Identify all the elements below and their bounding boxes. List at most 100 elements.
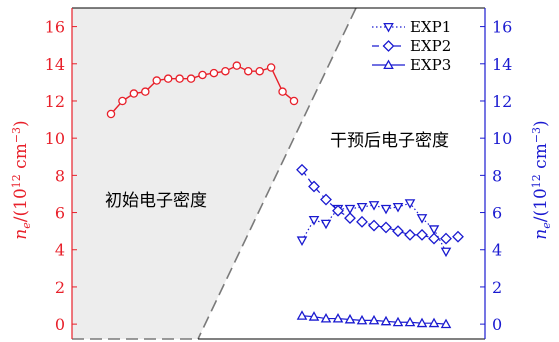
exp3-point	[368, 314, 380, 325]
exp1-point	[428, 225, 440, 235]
exp2-point	[296, 163, 308, 176]
initial-region-shading	[72, 8, 356, 339]
exp2-point	[380, 221, 392, 234]
left-axis-ticks: 0 2 4 6 8 10 12 14 16	[45, 18, 77, 334]
right-tick-label: 16	[492, 18, 512, 37]
exp3-point	[320, 313, 332, 323]
right-tick-label: 8	[492, 166, 502, 185]
exp2-line	[301, 169, 459, 240]
exp1-point	[416, 214, 428, 224]
exp1-point	[404, 199, 416, 209]
exp2-point	[332, 204, 344, 217]
initial-density-point	[266, 63, 276, 72]
right-tick-label: 14	[492, 55, 512, 74]
exp2-point	[416, 228, 428, 241]
initial-density-point	[221, 66, 230, 76]
initial-density-point	[129, 89, 139, 98]
left-axis-title-exp2: −3	[10, 127, 23, 143]
initial-density-point	[163, 74, 173, 83]
region-divider-line	[197, 7, 357, 340]
initial-density-point	[232, 61, 242, 70]
exp3-point	[428, 317, 440, 328]
left-tick-label: 6	[55, 204, 65, 223]
right-axis-title-unit: /(10	[531, 188, 551, 222]
left-axis-title: ne/(1012 cm−3)	[10, 120, 33, 239]
left-axis-title-symbol: n	[11, 229, 31, 240]
left-axis-title-unit: /(10	[11, 188, 31, 222]
right-axis-title-sub: e	[540, 222, 553, 229]
right-tick-label: 4	[492, 241, 502, 260]
left-tick-label: 0	[55, 315, 65, 334]
left-axis-title-exp: 12	[10, 174, 23, 188]
right-tick-label: 6	[492, 204, 502, 223]
right-axis-title: ne/(1012 cm−3)	[530, 120, 553, 239]
left-tick-label: 4	[55, 241, 65, 260]
initial-density-point	[175, 74, 184, 83]
legend-exp2-marker	[382, 40, 395, 52]
exp2-point	[368, 219, 380, 232]
right-tick-label: 0	[492, 315, 502, 334]
right-tick-label: 2	[492, 278, 502, 297]
initial-density-annotation: 初始电子密度	[105, 191, 207, 211]
initial-density-point	[106, 109, 116, 119]
plot-marks	[106, 61, 464, 329]
exp2-point	[344, 212, 356, 225]
initial-density-point	[186, 74, 196, 83]
right-axis-title-unit2: cm	[531, 143, 551, 174]
left-tick-label: 16	[45, 18, 65, 37]
exp1-point	[380, 204, 392, 215]
legend-exp3-label: EXP3	[410, 56, 451, 74]
exp3-point	[332, 313, 344, 323]
left-axis-title-unit2: cm	[11, 143, 31, 174]
initial-density-point	[118, 96, 127, 106]
exp3-point	[308, 311, 320, 321]
right-axis-title-exp: 12	[530, 174, 543, 188]
exp2-point	[308, 180, 320, 193]
right-tick-label: 12	[492, 92, 512, 111]
exp2-point	[392, 225, 404, 238]
legend-exp2-label: EXP2	[410, 37, 451, 55]
right-axis-ticks: 0 2 4 6 8 10 12 14 16	[480, 18, 512, 334]
right-axis-title-symbol: n	[531, 229, 551, 240]
initial-density-point	[152, 76, 161, 85]
exp1-point	[356, 202, 368, 213]
exp1-point	[308, 215, 320, 226]
exp1-point	[296, 236, 308, 246]
left-tick-label: 14	[45, 55, 65, 74]
exp3-point	[404, 316, 416, 327]
exp1-point	[368, 201, 380, 211]
left-tick-label: 12	[45, 92, 65, 111]
left-axis-title-sub: e	[20, 222, 33, 229]
exp2-point	[452, 230, 464, 243]
exp2-point	[356, 215, 368, 228]
exp2-point	[320, 193, 332, 206]
exp3-point	[440, 318, 452, 329]
exp3-point	[392, 316, 404, 327]
right-tick-label: 10	[492, 129, 512, 148]
exp1-point	[392, 202, 404, 213]
exp2-point	[404, 228, 416, 241]
legend-exp3-marker	[383, 59, 394, 70]
exp1-point	[344, 204, 356, 215]
initial-density-point	[278, 87, 287, 96]
left-axis-title-close: )	[11, 120, 31, 127]
legend-exp1-label: EXP1	[410, 18, 451, 36]
legend-exp1-marker	[383, 22, 394, 33]
initial-density-point	[198, 70, 207, 80]
exp1-point	[440, 247, 452, 258]
exp3-point	[380, 315, 392, 326]
initial-density-point	[289, 96, 299, 106]
intervened-density-annotation: 干预后电子密度	[330, 131, 449, 151]
left-tick-label: 8	[55, 166, 65, 185]
initial-density-point	[243, 66, 253, 76]
left-tick-label: 10	[45, 129, 65, 148]
exp2-point	[428, 232, 440, 245]
left-tick-label: 2	[55, 278, 65, 297]
initial-density-point	[255, 66, 264, 76]
right-axis-title-close: )	[531, 120, 551, 127]
initial-density-point	[209, 68, 219, 78]
exp3-point	[356, 314, 368, 325]
exp3-point	[416, 317, 428, 328]
